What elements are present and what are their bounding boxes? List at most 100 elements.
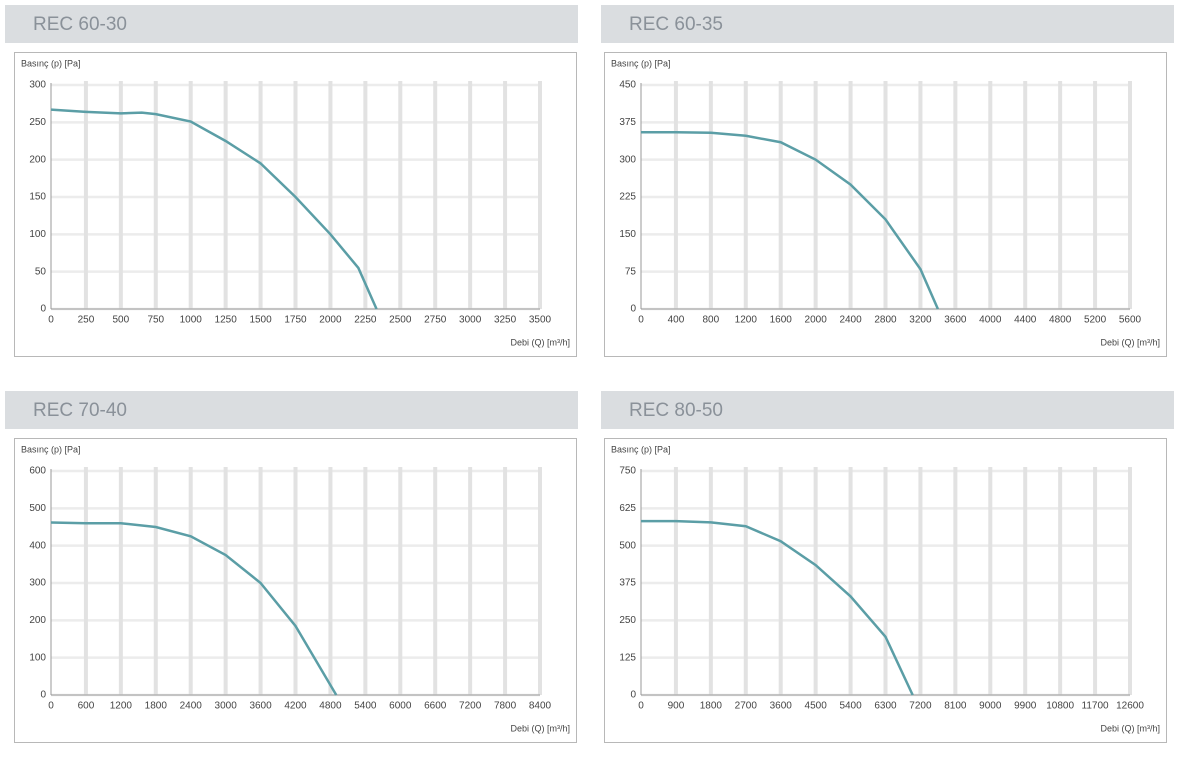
- panel-title: REC 60-30: [33, 14, 127, 35]
- x-tick-label: 9900: [1014, 701, 1037, 712]
- y-tick-label: 100: [29, 229, 46, 240]
- x-tick-label: 3200: [909, 315, 932, 326]
- x-tick-label: 6300: [874, 701, 897, 712]
- x-tick-label: 8400: [529, 701, 552, 712]
- x-tick-label: 3600: [944, 315, 967, 326]
- y-tick-label: 150: [29, 192, 46, 203]
- curve: [641, 519, 914, 696]
- x-tick-label: 2250: [354, 315, 377, 326]
- x-tick-label: 2400: [839, 315, 862, 326]
- x-tick-label: 5200: [1084, 315, 1107, 326]
- curve: [50, 521, 338, 696]
- x-tick-label: 4000: [979, 315, 1002, 326]
- panel-title: REC 70-40: [33, 400, 127, 421]
- x-tick-label: 1800: [700, 701, 723, 712]
- x-tick-label: 1500: [249, 315, 272, 326]
- panel-header: [5, 5, 578, 43]
- x-tick-label: 2400: [180, 701, 203, 712]
- x-tick-label: 6600: [424, 701, 447, 712]
- x-tick-label: 0: [48, 701, 54, 712]
- y-tick-label: 200: [29, 615, 46, 626]
- x-tick-label: 7200: [909, 701, 932, 712]
- x-axis-title: Debi (Q) [m³/h]: [510, 337, 570, 347]
- x-tick-label: 0: [48, 315, 54, 326]
- x-tick-label: 250: [78, 315, 95, 326]
- x-tick-label: 1200: [735, 315, 758, 326]
- x-axis-title: Debi (Q) [m³/h]: [1100, 337, 1160, 347]
- y-tick-label: 0: [630, 304, 636, 315]
- y-tick-label: 0: [40, 304, 46, 315]
- y-axis-title: Basınç (p) [Pa]: [21, 444, 81, 454]
- y-tick-label: 600: [29, 466, 46, 477]
- y-tick-label: 300: [619, 154, 636, 165]
- x-tick-label: 800: [703, 315, 720, 326]
- x-tick-label: 8100: [944, 701, 967, 712]
- y-tick-label: 50: [35, 266, 47, 277]
- y-tick-label: 225: [619, 192, 636, 203]
- x-tick-label: 4500: [805, 701, 828, 712]
- x-tick-label: 3000: [459, 315, 482, 326]
- y-tick-label: 125: [619, 652, 636, 663]
- y-tick-label: 250: [29, 117, 46, 128]
- y-axis-title: Basınç (p) [Pa]: [611, 444, 671, 454]
- x-tick-label: 9000: [979, 701, 1002, 712]
- x-tick-label: 1600: [770, 315, 793, 326]
- y-tick-label: 450: [619, 80, 636, 91]
- y-axis-title: Basınç (p) [Pa]: [611, 58, 671, 68]
- x-tick-label: 4800: [1049, 315, 1072, 326]
- x-tick-label: 2800: [874, 315, 897, 326]
- y-tick-label: 0: [40, 690, 46, 701]
- y-tick-label: 150: [619, 229, 636, 240]
- panel-title: REC 80-50: [629, 400, 723, 421]
- x-axis-title: Debi (Q) [m³/h]: [1100, 723, 1160, 733]
- x-tick-label: 3600: [249, 701, 272, 712]
- x-axis-title: Debi (Q) [m³/h]: [510, 723, 570, 733]
- x-tick-label: 1200: [110, 701, 133, 712]
- y-tick-label: 75: [625, 266, 637, 277]
- y-tick-label: 750: [619, 466, 636, 477]
- panel-header: [601, 5, 1174, 43]
- x-tick-label: 1800: [145, 701, 168, 712]
- x-tick-label: 750: [147, 315, 164, 326]
- y-tick-label: 375: [619, 578, 636, 589]
- y-tick-label: 300: [29, 80, 46, 91]
- x-tick-label: 1750: [284, 315, 307, 326]
- curve: [50, 108, 378, 310]
- x-tick-label: 500: [113, 315, 130, 326]
- x-tick-label: 3000: [215, 701, 238, 712]
- panel-header: [601, 391, 1174, 429]
- x-tick-label: 3500: [529, 315, 552, 326]
- curve: [641, 131, 940, 310]
- x-tick-label: 4400: [1014, 315, 1037, 326]
- panel-title: REC 60-35: [629, 14, 723, 35]
- x-tick-label: 10800: [1046, 701, 1074, 712]
- x-tick-label: 400: [668, 315, 685, 326]
- y-tick-label: 375: [619, 117, 636, 128]
- x-tick-label: 3600: [770, 701, 793, 712]
- x-tick-label: 2750: [424, 315, 447, 326]
- x-tick-label: 600: [78, 701, 95, 712]
- y-tick-label: 625: [619, 503, 636, 514]
- x-tick-label: 0: [638, 315, 644, 326]
- y-tick-label: 300: [29, 578, 46, 589]
- y-tick-label: 100: [29, 652, 46, 663]
- x-tick-label: 900: [668, 701, 685, 712]
- x-tick-label: 0: [638, 701, 644, 712]
- x-tick-label: 6000: [389, 701, 412, 712]
- y-tick-label: 500: [619, 540, 636, 551]
- x-tick-label: 3250: [494, 315, 517, 326]
- x-tick-label: 2000: [805, 315, 828, 326]
- y-tick-label: 0: [630, 690, 636, 701]
- x-tick-label: 5600: [1119, 315, 1142, 326]
- x-tick-label: 12600: [1116, 701, 1144, 712]
- x-tick-label: 1000: [180, 315, 203, 326]
- x-tick-label: 2700: [735, 701, 758, 712]
- x-tick-label: 11700: [1082, 701, 1110, 712]
- x-tick-label: 7200: [459, 701, 482, 712]
- y-tick-label: 400: [29, 540, 46, 551]
- panel-header: [5, 391, 578, 429]
- y-tick-label: 500: [29, 503, 46, 514]
- x-tick-label: 4200: [284, 701, 307, 712]
- x-tick-label: 2000: [319, 315, 342, 326]
